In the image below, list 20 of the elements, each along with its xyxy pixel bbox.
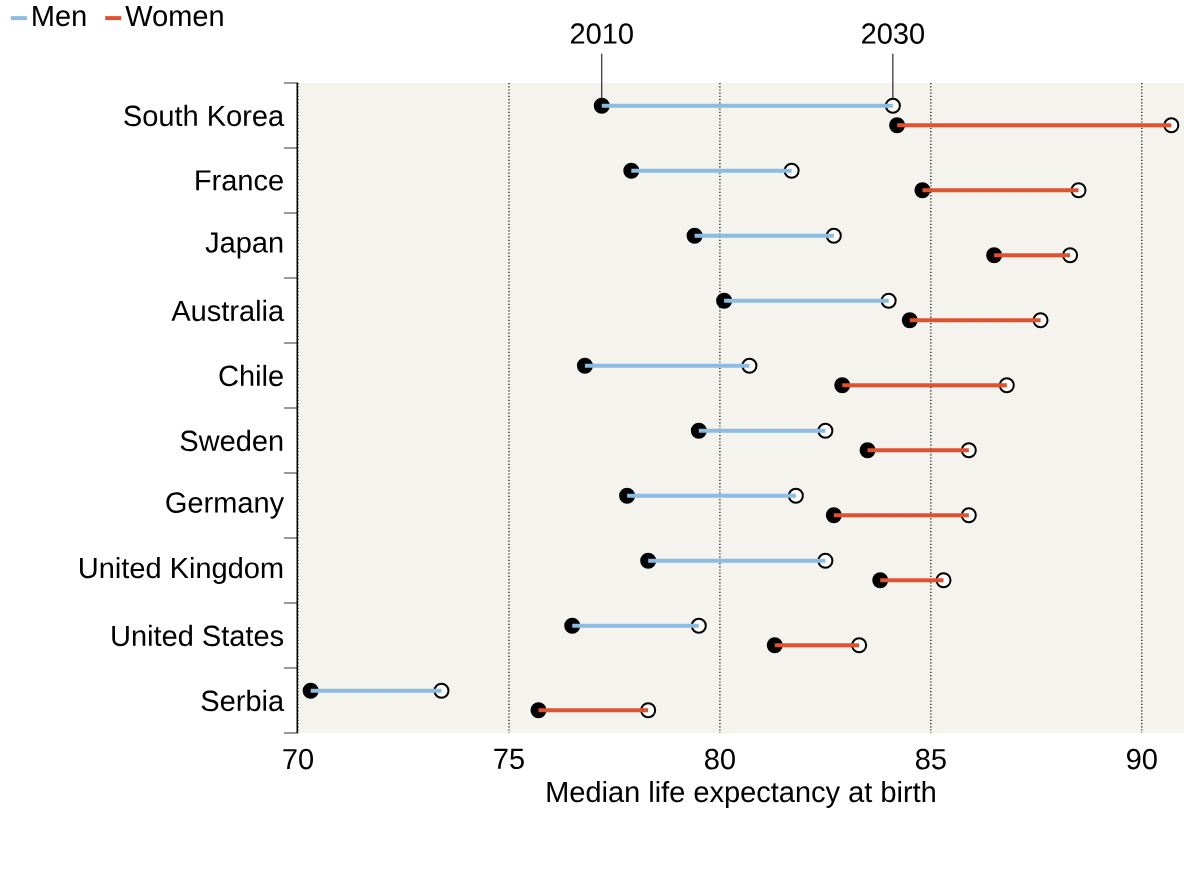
x-axis-title: Median life expectancy at birth	[547, 780, 935, 808]
y-tick-label: United Kingdom	[80, 556, 283, 585]
x-tick-label: 85	[915, 748, 946, 770]
y-tick-label: Sweden	[180, 429, 283, 452]
y-tick-label: United States	[112, 624, 284, 647]
y-tick-label: Japan	[205, 232, 283, 259]
y-tick-label: Serbia	[201, 689, 285, 712]
annotation: 2030	[862, 23, 924, 44]
legend-label: Women	[125, 5, 223, 27]
x-tick-label: 75	[494, 748, 524, 770]
x-tick-label: 80	[705, 748, 735, 770]
y-tick-label: Germany	[166, 492, 285, 519]
x-tick-label: 70	[283, 748, 313, 770]
legend-label: Men	[33, 5, 86, 27]
y-tick-label: Chile	[219, 364, 283, 387]
y-tick-label: Australia	[171, 299, 285, 322]
y-tick-label: France	[196, 170, 283, 191]
annotation: 2010	[570, 23, 633, 44]
y-tick-label: South Korea	[124, 104, 285, 127]
x-tick-label: 90	[1127, 748, 1157, 770]
